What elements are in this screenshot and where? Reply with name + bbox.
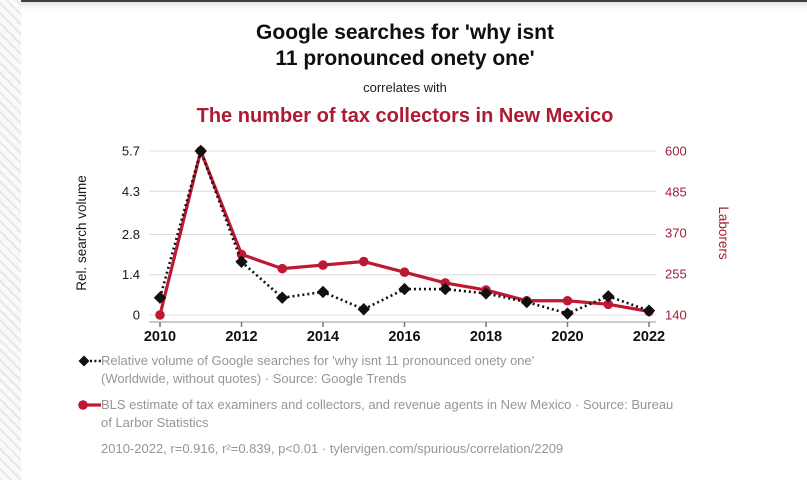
svg-text:0: 0 bbox=[133, 308, 140, 323]
legend: Relative volume of Google searches for '… bbox=[77, 352, 697, 458]
chart-card bbox=[21, 0, 807, 480]
svg-text:485: 485 bbox=[665, 185, 687, 200]
chart-title-line2: 11 pronounced onety one' bbox=[275, 47, 535, 70]
chart-title: Google searches for 'why isnt 11 pronoun… bbox=[149, 20, 661, 72]
svg-text:2018: 2018 bbox=[470, 329, 502, 345]
svg-text:2010: 2010 bbox=[144, 329, 176, 345]
svg-text:2016: 2016 bbox=[388, 329, 420, 345]
title-block: Google searches for 'why isnt 11 pronoun… bbox=[149, 20, 661, 128]
chart-subtitle: The number of tax collectors in New Mexi… bbox=[196, 105, 614, 127]
legend-item-tax-collectors: BLS estimate of tax examiners and collec… bbox=[77, 396, 697, 433]
right-axis-title: Laborers bbox=[716, 206, 731, 260]
svg-text:2020: 2020 bbox=[551, 329, 583, 345]
chart-svg: 0 1.4 2.8 4.3 5.7 140 255 370 485 600 2010 2012 2014… bbox=[74, 144, 731, 346]
chart-title-line1: Google searches for 'why isnt bbox=[256, 21, 554, 44]
svg-text:2012: 2012 bbox=[225, 329, 257, 345]
svg-text:140: 140 bbox=[665, 308, 687, 323]
footnote-row: 2010-2022, r=0.916, r²=0.839, p<0.01 · t… bbox=[77, 440, 697, 458]
svg-text:5.7: 5.7 bbox=[122, 144, 140, 159]
black-dotted-series-icon bbox=[78, 355, 101, 367]
svg-text:4.3: 4.3 bbox=[122, 184, 140, 199]
svg-text:1.4: 1.4 bbox=[122, 267, 140, 282]
svg-text:370: 370 bbox=[665, 226, 687, 241]
legend-item-search-volume: Relative volume of Google searches for '… bbox=[77, 352, 697, 389]
chart-area: 0 1.4 2.8 4.3 5.7 140 255 370 485 600 2010 2012 2014… bbox=[59, 134, 749, 364]
legend-item-label: Relative volume of Google searches for '… bbox=[101, 353, 535, 387]
red-line-series-icon bbox=[78, 400, 101, 410]
correlates-with-label: correlates with bbox=[363, 80, 447, 95]
svg-text:255: 255 bbox=[665, 267, 687, 282]
legend-item-label: BLS estimate of tax examiners and collec… bbox=[101, 396, 674, 431]
svg-text:600: 600 bbox=[665, 144, 687, 159]
card-top-shadow bbox=[21, 2, 807, 10]
svg-text:2022: 2022 bbox=[633, 329, 665, 345]
svg-text:2.8: 2.8 bbox=[122, 227, 140, 242]
page-edge-hatch-decoration bbox=[0, 0, 21, 480]
stats-footnote: 2010-2022, r=0.916, r²=0.839, p<0.01 · t… bbox=[101, 440, 564, 456]
left-axis-title: Rel. search volume bbox=[74, 175, 89, 291]
svg-text:2014: 2014 bbox=[307, 329, 339, 345]
